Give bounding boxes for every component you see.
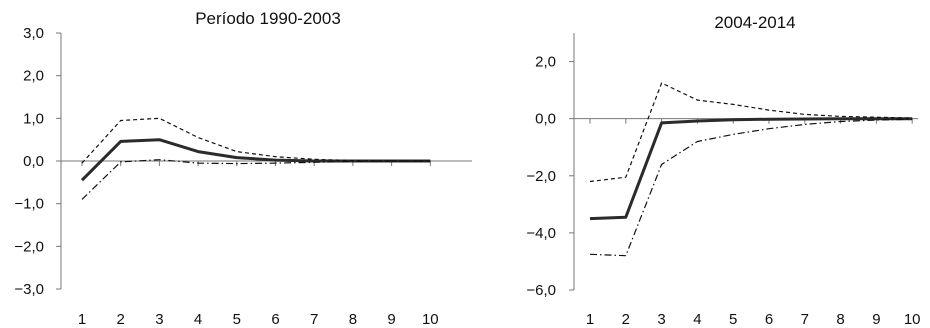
series-line-solid bbox=[589, 117, 913, 221]
y-tick-label: −3,0 bbox=[14, 281, 44, 298]
y-tick-label: −2,0 bbox=[14, 238, 44, 255]
y-tick-label: 0,0 bbox=[535, 111, 556, 128]
series-line-dashdot bbox=[81, 159, 431, 200]
y-tick-label: 0,0 bbox=[23, 153, 44, 170]
x-tick-label: 3 bbox=[657, 311, 665, 328]
x-tick-label: 1 bbox=[586, 311, 594, 328]
chart-title: Período 1990-2003 bbox=[195, 9, 341, 28]
x-tick-label: 1 bbox=[78, 311, 86, 328]
x-tick-label: 4 bbox=[194, 311, 202, 328]
x-tick-label: 2 bbox=[117, 311, 125, 328]
chart-title: 2004-2014 bbox=[714, 13, 795, 32]
x-tick-label: 6 bbox=[271, 311, 279, 328]
series-line-solid bbox=[80, 138, 431, 182]
x-tick-label: 4 bbox=[693, 311, 701, 328]
y-tick-label: 2,0 bbox=[535, 54, 556, 71]
x-tick-label: 9 bbox=[387, 311, 395, 328]
x-tick-label: 7 bbox=[310, 311, 318, 328]
y-tick-label: −6,0 bbox=[526, 282, 556, 299]
y-tick-label: −2,0 bbox=[526, 168, 556, 185]
x-tick-label: 5 bbox=[729, 311, 737, 328]
y-tick-label: 2,0 bbox=[23, 68, 44, 85]
x-tick-label: 2 bbox=[622, 311, 630, 328]
x-tick-label: 5 bbox=[233, 311, 241, 328]
series-line-dashdot bbox=[589, 118, 913, 257]
x-tick-label: 10 bbox=[422, 311, 439, 328]
x-tick-label: 10 bbox=[904, 311, 921, 328]
x-tick-label: 9 bbox=[872, 311, 880, 328]
x-tick-label: 8 bbox=[349, 311, 357, 328]
y-tick-label: −1,0 bbox=[14, 196, 44, 213]
x-tick-label: 8 bbox=[836, 311, 844, 328]
y-tick-label: −4,0 bbox=[526, 225, 556, 242]
x-tick-label: 3 bbox=[155, 311, 163, 328]
x-tick-label: 7 bbox=[801, 311, 809, 328]
y-tick-label: 1,0 bbox=[23, 110, 44, 127]
y-tick-label: 3,0 bbox=[23, 25, 44, 42]
series-line-dashed bbox=[589, 82, 913, 183]
x-tick-label: 6 bbox=[765, 311, 773, 328]
